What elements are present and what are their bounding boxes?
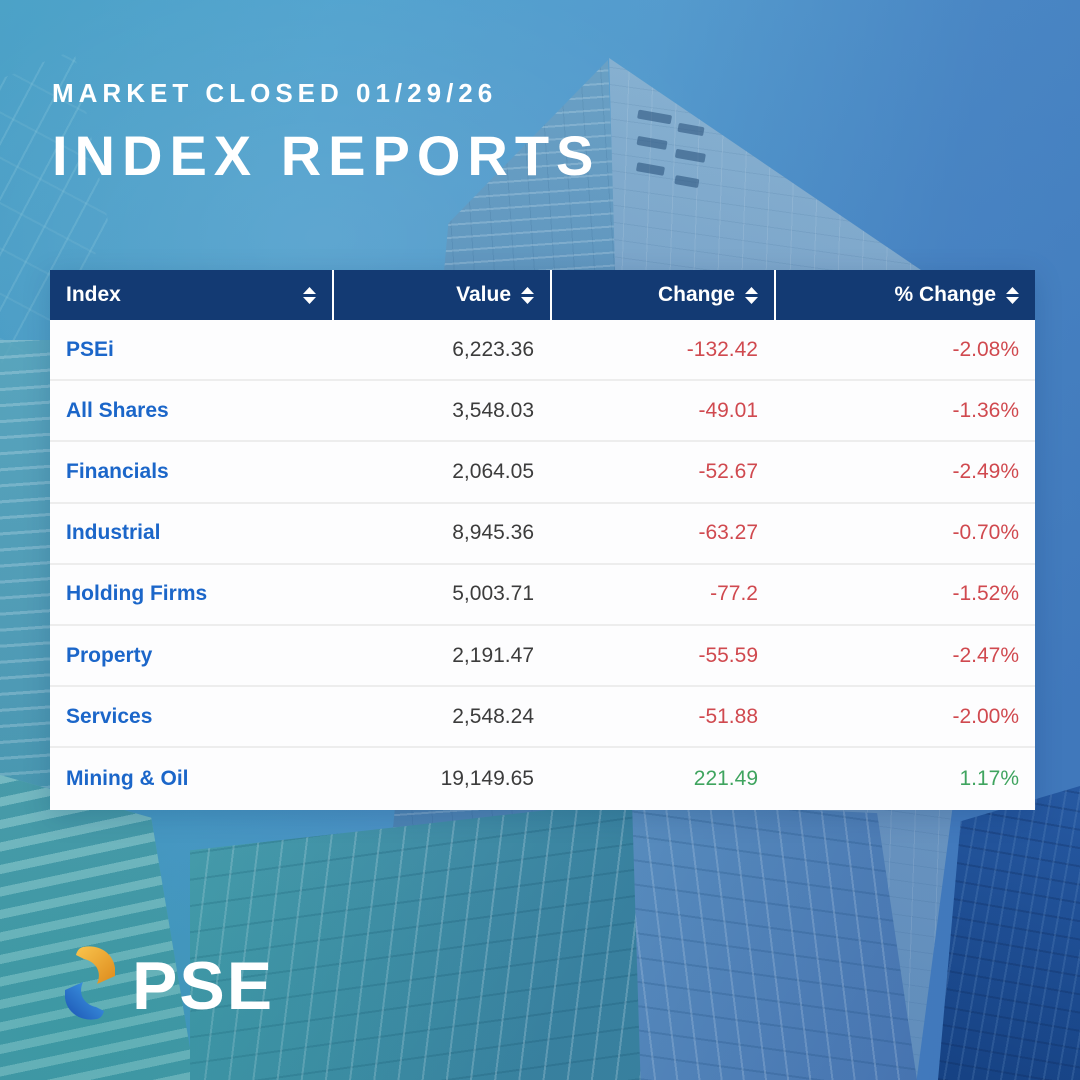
index-name[interactable]: All Shares [66, 398, 169, 422]
table-row: Mining & Oil 19,149.65 221.49 1.17% [50, 748, 1035, 810]
index-change: -49.01 [698, 398, 758, 422]
pse-logo: PSE [56, 942, 274, 1029]
sort-icon[interactable] [521, 286, 534, 304]
title-block: MARKET CLOSED 01/29/26 INDEX REPORTS [52, 78, 600, 188]
column-header-index[interactable]: Index [50, 270, 332, 320]
page-title: INDEX REPORTS [52, 124, 601, 187]
table-row: Services 2,548.24 -51.88 -2.00% [50, 687, 1035, 749]
table-body: PSEi 6,223.36 -132.42 -2.08% All Shares … [50, 320, 1035, 810]
index-name[interactable]: Financials [66, 459, 169, 483]
column-label: % Change [894, 283, 996, 306]
index-name[interactable]: Holding Firms [66, 582, 208, 606]
index-pct-change: -1.36% [952, 398, 1019, 422]
building-sign [620, 105, 722, 218]
index-table: Index Value Change [50, 270, 1035, 810]
index-change: -55.59 [698, 643, 758, 667]
index-value: 3,548.03 [452, 398, 534, 422]
table-row: Financials 2,064.05 -52.67 -2.49% [50, 442, 1035, 504]
column-header-change[interactable]: Change [550, 270, 774, 320]
column-header-pct-change[interactable]: % Change [774, 270, 1035, 320]
column-label: Index [66, 283, 121, 306]
column-label: Change [657, 283, 735, 306]
index-name[interactable]: Mining & Oil [66, 766, 189, 790]
navy-tower [938, 786, 1080, 1080]
index-value: 8,945.36 [452, 521, 534, 545]
index-value: 5,003.71 [452, 582, 534, 606]
index-name[interactable]: Services [66, 704, 153, 728]
index-value: 2,064.05 [452, 459, 534, 483]
index-change: -51.88 [698, 704, 758, 728]
pse-logo-icon [56, 942, 124, 1029]
index-name[interactable]: Industrial [66, 521, 161, 545]
glass-building-left-face [190, 800, 650, 1080]
market-status: MARKET CLOSED 01/29/26 [52, 78, 498, 108]
index-value: 2,191.47 [452, 643, 534, 667]
glass-building-right-face [632, 802, 917, 1080]
index-pct-change: -1.52% [952, 582, 1019, 606]
column-header-value[interactable]: Value [332, 270, 550, 320]
table-row: Industrial 8,945.36 -63.27 -0.70% [50, 503, 1035, 565]
index-value: 2,548.24 [452, 704, 534, 728]
index-change: -63.27 [698, 521, 758, 545]
index-pct-change: -2.47% [952, 643, 1019, 667]
column-label: Value [456, 283, 511, 306]
sort-icon[interactable] [1006, 286, 1019, 304]
index-pct-change: -2.08% [952, 337, 1019, 361]
index-change: 221.49 [693, 766, 758, 790]
table-row: All Shares 3,548.03 -49.01 -1.36% [50, 381, 1035, 443]
index-change: -52.67 [698, 459, 758, 483]
sort-icon[interactable] [303, 286, 316, 304]
index-value: 19,149.65 [440, 766, 534, 790]
index-name[interactable]: PSEi [66, 337, 114, 361]
table-row: PSEi 6,223.36 -132.42 -2.08% [50, 320, 1035, 382]
index-pct-change: -2.00% [952, 704, 1019, 728]
index-name[interactable]: Property [66, 643, 153, 667]
pse-logo-text: PSE [132, 947, 275, 1024]
index-pct-change: -2.49% [952, 459, 1019, 483]
table-row: Property 2,191.47 -55.59 -2.47% [50, 625, 1035, 688]
table-header-row: Index Value Change [50, 270, 1035, 320]
index-pct-change: 1.17% [959, 766, 1019, 790]
sort-icon[interactable] [745, 286, 758, 304]
index-pct-change: -0.70% [952, 521, 1019, 545]
index-change: -77.2 [710, 582, 758, 606]
index-value: 6,223.36 [452, 337, 534, 361]
table-row: Holding Firms 5,003.71 -77.2 -1.52% [50, 564, 1035, 626]
index-change: -132.42 [686, 337, 758, 361]
